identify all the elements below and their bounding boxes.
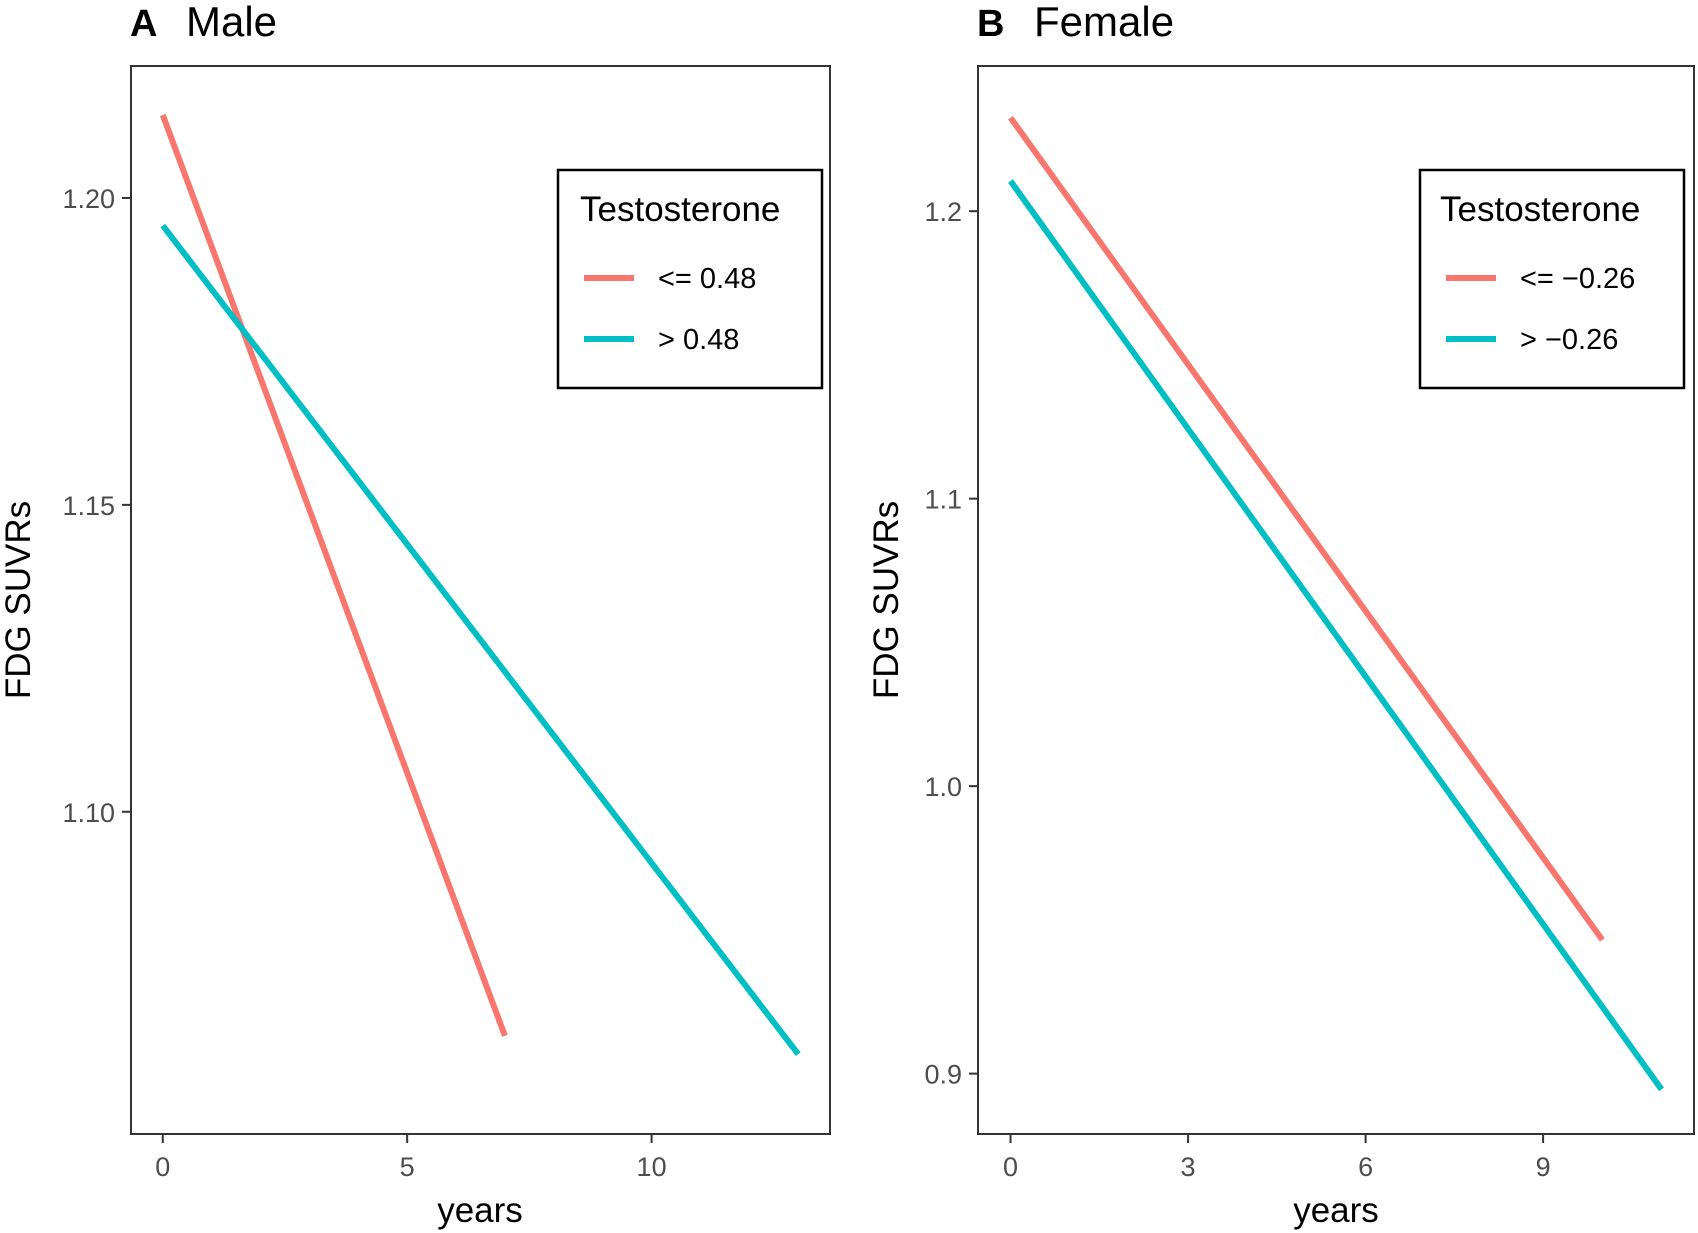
series-line-low bbox=[1008, 115, 1605, 942]
x-axis-title: years bbox=[437, 1191, 523, 1230]
x-axis-title: years bbox=[1293, 1191, 1379, 1230]
y-axis: 0.9 1.0 1.1 1.2 bbox=[924, 197, 978, 1090]
series-line-low bbox=[159, 114, 508, 1037]
panel-title: Male bbox=[186, 0, 277, 45]
panel-female: B Female 0 3 6 9 0.9 1.0 1.1 1.2 years FDG SUV… bbox=[867, 0, 1695, 1230]
legend-label-low: <= 0.48 bbox=[658, 263, 756, 295]
plot-lines bbox=[159, 114, 801, 1057]
legend-title: Testosterone bbox=[1440, 190, 1640, 229]
legend-title: Testosterone bbox=[580, 190, 780, 229]
y-tick-label: 1.2 bbox=[924, 197, 962, 227]
legend-label-high: > −0.26 bbox=[1520, 324, 1618, 356]
y-axis: 1.10 1.15 1.20 bbox=[62, 184, 131, 828]
x-tick-label: 0 bbox=[1003, 1152, 1018, 1182]
y-axis-title: FDG SUVRs bbox=[0, 501, 38, 699]
panel-letter: A bbox=[130, 3, 157, 45]
y-tick-label: 1.20 bbox=[62, 184, 115, 214]
series-line-high bbox=[1008, 179, 1664, 1092]
series-line-high bbox=[160, 223, 801, 1057]
x-tick-label: 10 bbox=[637, 1152, 667, 1182]
x-axis: 0 3 6 9 bbox=[1003, 1134, 1551, 1182]
panel-title: Female bbox=[1034, 0, 1174, 45]
y-tick-label: 1.0 bbox=[924, 772, 962, 802]
plot-frame bbox=[977, 65, 1695, 1135]
x-tick-label: 6 bbox=[1358, 1152, 1373, 1182]
legend: Testosterone <= −0.26 > −0.26 bbox=[1418, 168, 1686, 390]
x-tick-label: 3 bbox=[1181, 1152, 1196, 1182]
panel-male: A Male 0 5 10 1.10 1.15 1.20 years FDG SUVRs… bbox=[0, 0, 831, 1230]
legend-label-high: > 0.48 bbox=[658, 324, 739, 356]
plot-lines bbox=[1008, 115, 1664, 1092]
x-axis: 0 5 10 bbox=[155, 1134, 667, 1182]
y-tick-label: 1.10 bbox=[62, 798, 115, 828]
y-tick-label: 1.15 bbox=[62, 491, 115, 521]
y-axis-title: FDG SUVRs bbox=[867, 501, 906, 699]
x-tick-label: 9 bbox=[1536, 1152, 1551, 1182]
x-tick-label: 0 bbox=[155, 1152, 170, 1182]
y-tick-label: 1.1 bbox=[924, 485, 962, 515]
panel-letter: B bbox=[977, 3, 1004, 45]
legend: Testosterone <= 0.48 > 0.48 bbox=[556, 168, 824, 390]
legend-label-low: <= −0.26 bbox=[1520, 263, 1635, 295]
y-tick-label: 0.9 bbox=[924, 1060, 962, 1090]
x-tick-label: 5 bbox=[400, 1152, 415, 1182]
plot-frame bbox=[130, 65, 831, 1135]
